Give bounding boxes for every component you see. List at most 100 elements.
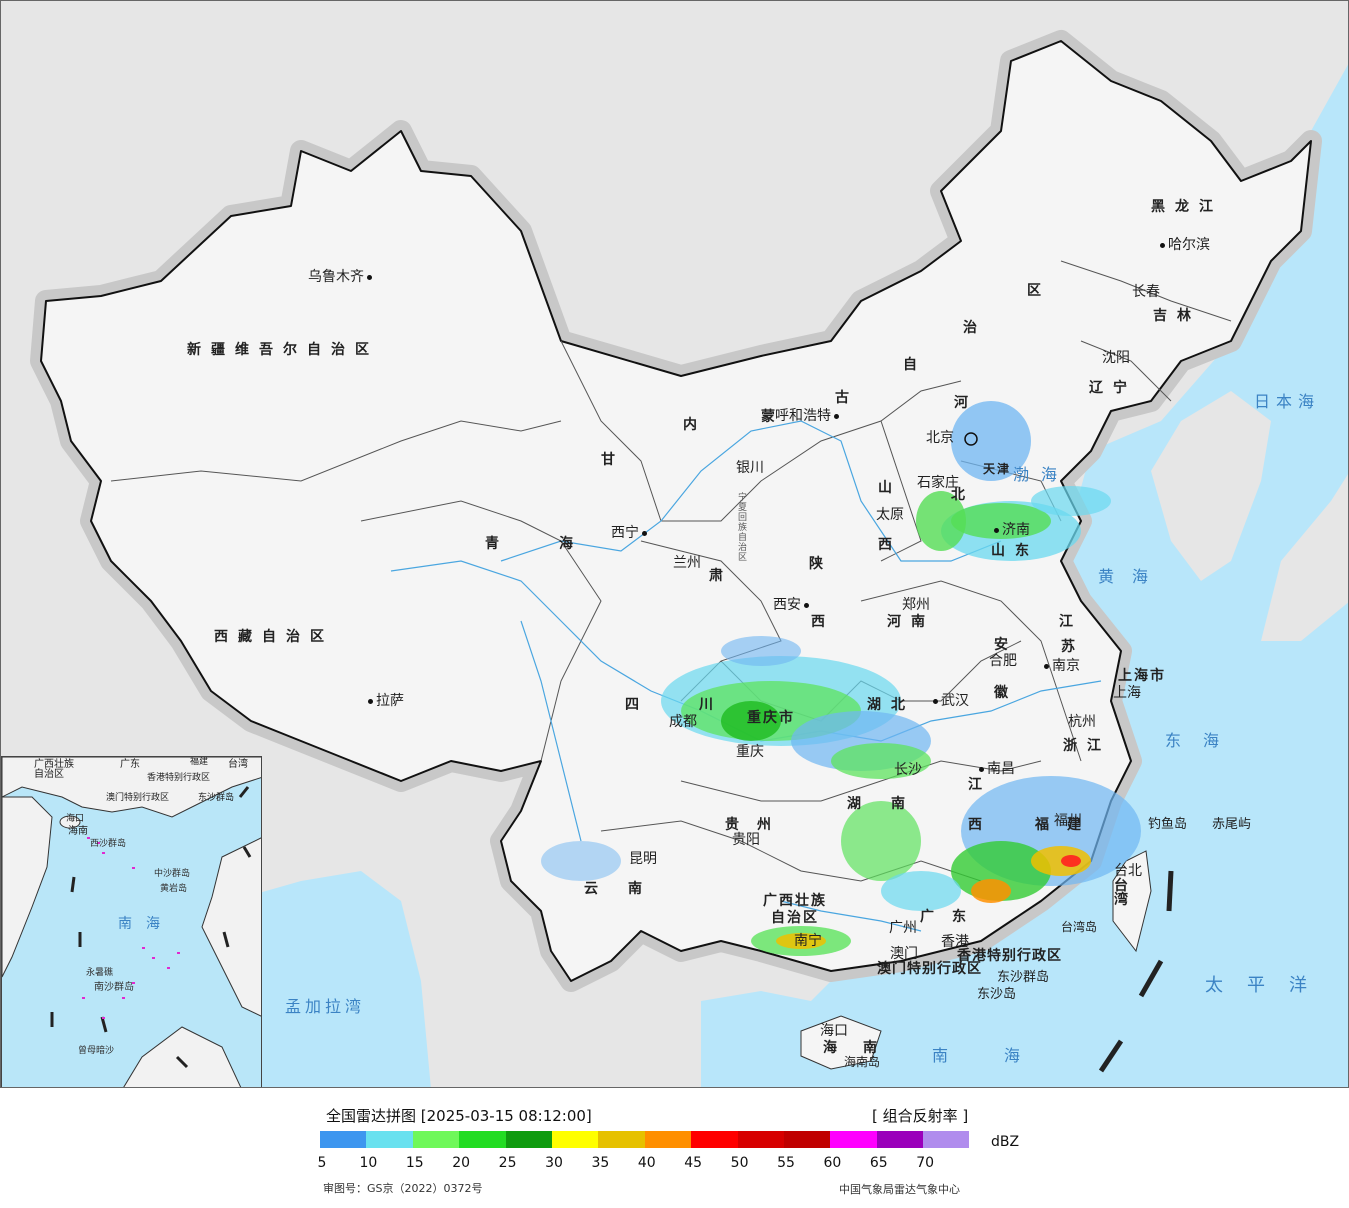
province-label-neimenggu-5: 治 — [963, 320, 987, 336]
province-label-shandong: 山东 — [991, 543, 1039, 559]
province-label-hongkong: 香港特别行政区 — [957, 948, 1062, 964]
capital-dot-icon — [804, 602, 809, 608]
colorbar-tick-label: 15 — [405, 1155, 424, 1171]
province-label-hunan-a: 湖 — [847, 796, 871, 812]
city-label-yinchuan: 银川 — [736, 460, 764, 476]
province-label-shanxi-a: 山 — [878, 480, 902, 496]
city-label-hangzhou: 杭州 — [1068, 714, 1096, 730]
inset-label-dongsha: 东沙群岛 — [198, 793, 235, 803]
colorbar-segment — [459, 1131, 506, 1148]
province-label-sichuan-b: 川 — [699, 697, 723, 713]
inset-label-zhongsha: 中沙群岛 — [154, 869, 191, 879]
city-label-wuhan: 武汉 — [930, 694, 969, 708]
inset-label-huangyan: 黄岩岛 — [160, 884, 188, 894]
inset-indochina — [2, 796, 53, 978]
province-label-hebei-b: 北 — [951, 487, 975, 503]
colorbar-tick-label: 60 — [823, 1155, 842, 1171]
colorbar-tick-label: 65 — [869, 1155, 888, 1171]
province-label-guangdong: 广东 — [920, 909, 984, 925]
colorbar-tick-label: 40 — [637, 1155, 656, 1171]
inset-label-nanhai: 南海 — [118, 916, 174, 932]
sea-label-bohai: 渤海 — [1013, 465, 1070, 484]
inset-philippines — [201, 837, 261, 1017]
city-label-harbin: 哈尔滨 — [1157, 238, 1210, 252]
inset-hainan — [59, 815, 81, 829]
province-label-guizhou: 贵州 — [725, 817, 789, 833]
colorbar-segment — [737, 1131, 784, 1148]
inset-label-xisha: 西沙群岛 — [90, 839, 127, 849]
island-label-hainandao: 海南岛 — [844, 1055, 881, 1069]
inset-canvas — [2, 757, 261, 1087]
inset-label-macau: 澳门特别行政区 — [106, 793, 170, 803]
province-label-ningxia: 宁夏回族自治区 — [738, 493, 748, 563]
capital-dot-icon — [367, 274, 372, 280]
colorbar-segment — [876, 1131, 924, 1148]
province-label-zhejiang: 浙江 — [1063, 738, 1111, 754]
inset-label-guangdong: 广东 — [120, 759, 140, 770]
province-label-heilongjiang: 黑龙江 — [1151, 199, 1223, 215]
island-label-dongshadao: 东沙岛 — [977, 987, 1017, 1002]
province-label-shaanxi-b: 西 — [811, 614, 835, 630]
inset-reefs — [82, 837, 180, 1019]
colorbar-segment — [783, 1131, 831, 1148]
inset-label-hk: 香港特别行政区 — [147, 773, 211, 783]
city-label-taiyuan: 太原 — [876, 507, 904, 523]
city-label-shenyang: 沈阳 — [1102, 350, 1130, 366]
province-label-qinghai-b: 海 — [559, 536, 583, 552]
sea-label-donghai: 东海 — [1165, 731, 1242, 750]
city-label-xining: 西宁 — [611, 526, 650, 540]
sea-label-taipingyang: 太平洋 — [1205, 975, 1331, 996]
colorbar-tick-label: 10 — [359, 1155, 378, 1171]
city-label-kunming: 昆明 — [629, 851, 657, 867]
sea-area — [701, 64, 1348, 1087]
colorbar-segment — [598, 1131, 645, 1148]
city-label-lhasa: 拉萨 — [365, 694, 404, 708]
province-label-neimenggu-3: 古 — [835, 390, 859, 406]
city-label-shanghai: 上海 — [1113, 685, 1141, 701]
capital-dot-icon — [933, 698, 938, 704]
province-label-guangxi-b: 自治区 — [771, 910, 819, 926]
province-label-gansu-b: 肃 — [709, 568, 733, 584]
city-label-hefei: 合肥 — [989, 653, 1017, 669]
taiwan-island — [1112, 850, 1152, 953]
city-label-urumqi: 乌鲁木齐 — [308, 270, 375, 284]
inset-label-nansha: 南沙群岛 — [94, 982, 134, 993]
province-label-neimenggu-1: 内 — [683, 417, 707, 433]
inset-label-haikou: 海口 — [66, 814, 85, 824]
colorbar-tick-label: 5 — [317, 1155, 327, 1171]
korea-land — [1151, 391, 1271, 581]
inset-label-guangxi: 广西壮族 — [34, 759, 74, 770]
south-china-sea-inset: 广西壮族 自治区 广东 福建 台湾 香港特别行政区 澳门特别行政区 东沙群岛 海… — [1, 756, 262, 1087]
city-label-nanchang: 南昌 — [976, 762, 1015, 776]
colorbar-tick-label: 45 — [684, 1155, 703, 1171]
colorbar-tick-label: 25 — [498, 1155, 517, 1171]
colorbar-segment — [923, 1131, 970, 1148]
colorbar-segment — [320, 1131, 367, 1148]
province-label-yunnan: 云南 — [584, 881, 672, 897]
province-label-jilin: 吉林 — [1153, 308, 1201, 324]
inset-label-fujian: 福建 — [190, 757, 209, 767]
province-label-guangxi-a: 广西壮族 — [763, 893, 827, 909]
city-label-chengdu: 成都 — [669, 714, 697, 730]
inset-label-hainan: 海南 — [68, 826, 88, 837]
province-label-hebei-a: 河 — [954, 395, 978, 411]
province-label-liaoning: 辽宁 — [1089, 380, 1137, 396]
city-label-haikou: 海口 — [820, 1023, 848, 1039]
province-label-xinjiang: 新疆维吾尔自治区 — [187, 342, 379, 358]
inset-label-taiwan: 台湾 — [228, 759, 248, 770]
city-label-changchun: 长春 — [1132, 284, 1160, 300]
city-label-nanning: 南宁 — [794, 933, 822, 949]
capital-dot-icon — [1160, 242, 1165, 248]
city-label-guiyang: 贵阳 — [732, 832, 760, 848]
colorbar-segment — [551, 1131, 599, 1148]
dbz-colorbar — [320, 1131, 970, 1148]
city-label-shijiazhuang: 石家庄 — [917, 475, 959, 491]
province-label-jiangxi-a: 江 — [968, 777, 992, 793]
province-label-neimenggu-2: 蒙 — [761, 409, 785, 425]
province-label-gansu-a: 甘 — [601, 452, 625, 468]
hainan-island — [800, 1015, 882, 1070]
legend-title: 全国雷达拼图 [2025-03-15 08:12:00] — [326, 1107, 592, 1125]
colorbar-tick-label: 50 — [730, 1155, 749, 1171]
city-label-beijing: 北京 — [926, 430, 954, 446]
province-label-hunan-b: 南 — [891, 796, 915, 812]
